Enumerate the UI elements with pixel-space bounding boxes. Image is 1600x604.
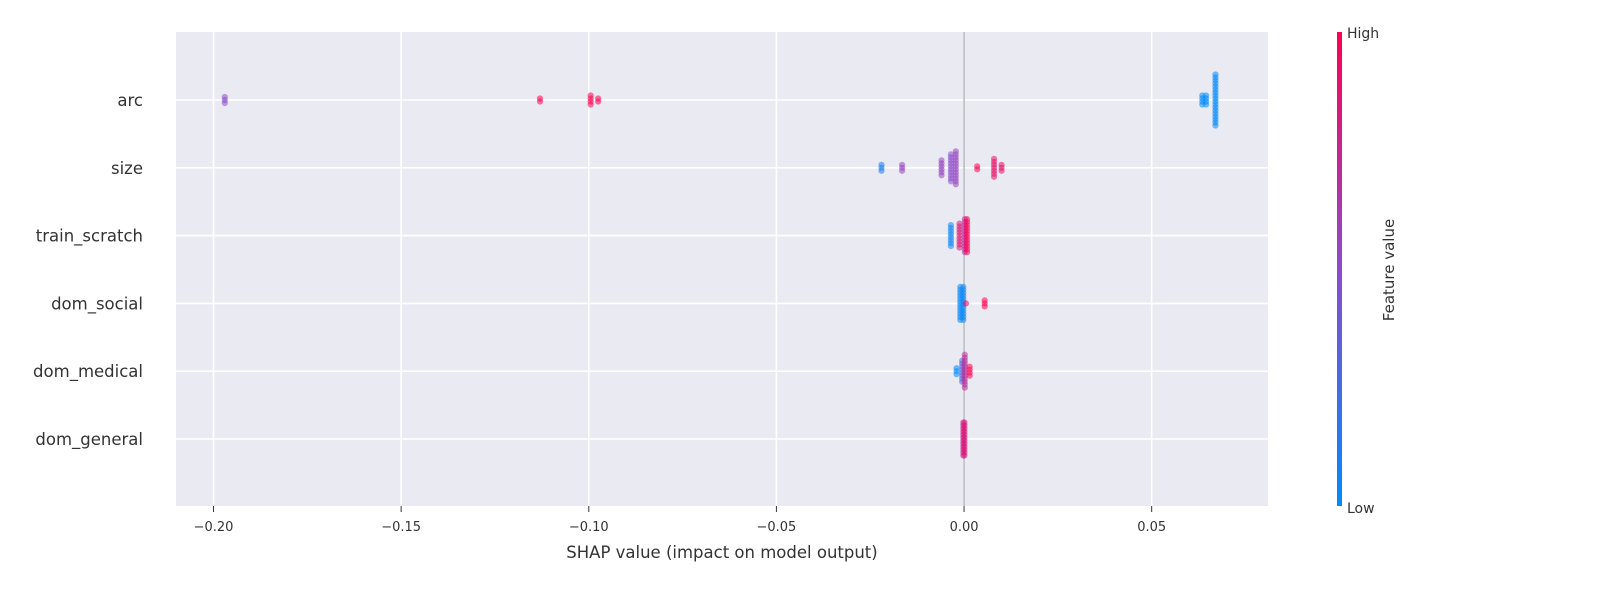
shap-point (1202, 101, 1210, 108)
x-tick-label: 0.05 (1137, 520, 1166, 535)
shap-point (963, 249, 971, 256)
feature-label-train-scratch: train_scratch (36, 227, 143, 247)
x-tick-label: −0.10 (569, 520, 609, 535)
x-tick-label: −0.15 (381, 520, 421, 535)
shap-point (974, 166, 981, 173)
x-tick-label: −0.20 (194, 520, 234, 535)
shap-point (990, 173, 998, 180)
shap-point (1212, 122, 1219, 129)
data-points (221, 71, 1219, 459)
feature-label-size: size (111, 159, 143, 178)
x-tick-label: −0.05 (756, 520, 796, 535)
shap-point (981, 303, 988, 310)
shap-point (536, 98, 544, 105)
shap-point (966, 372, 973, 379)
shap-point (961, 452, 968, 459)
feature-label-dom-medical: dom_medical (33, 362, 143, 382)
plot-background (176, 32, 1268, 506)
shap-point (952, 181, 959, 188)
y-axis-labels: arc size train_scratch dom_social dom_medica… (33, 91, 143, 450)
feature-label-dom-general: dom_general (35, 430, 143, 450)
shap-point (956, 244, 963, 251)
feature-label-dom-social: dom_social (51, 294, 143, 314)
shap-point (953, 371, 960, 378)
x-axis-label: SHAP value (impact on model output) (566, 543, 877, 562)
x-axis-ticks: −0.20 −0.15 −0.10 −0.05 0.00 0.05 (194, 506, 1166, 535)
shap-point (962, 300, 970, 307)
feature-label-arc: arc (117, 91, 143, 110)
shap-point (947, 178, 955, 185)
shap-point (899, 167, 906, 174)
colorbar-high-label: High (1347, 26, 1379, 42)
colorbar-low-label: Low (1347, 501, 1375, 517)
shap-point (960, 316, 967, 323)
shap-point (961, 384, 968, 391)
shap-point (938, 172, 945, 179)
x-tick-label: 0.00 (950, 520, 979, 535)
colorbar (1337, 32, 1342, 506)
shap-point (947, 243, 955, 250)
shap-point (878, 167, 885, 174)
shap-point (998, 167, 1005, 174)
shap-point (587, 101, 594, 108)
shap-point (221, 99, 228, 107)
colorbar-title: Feature value (1380, 219, 1398, 321)
shap-point (595, 98, 602, 105)
